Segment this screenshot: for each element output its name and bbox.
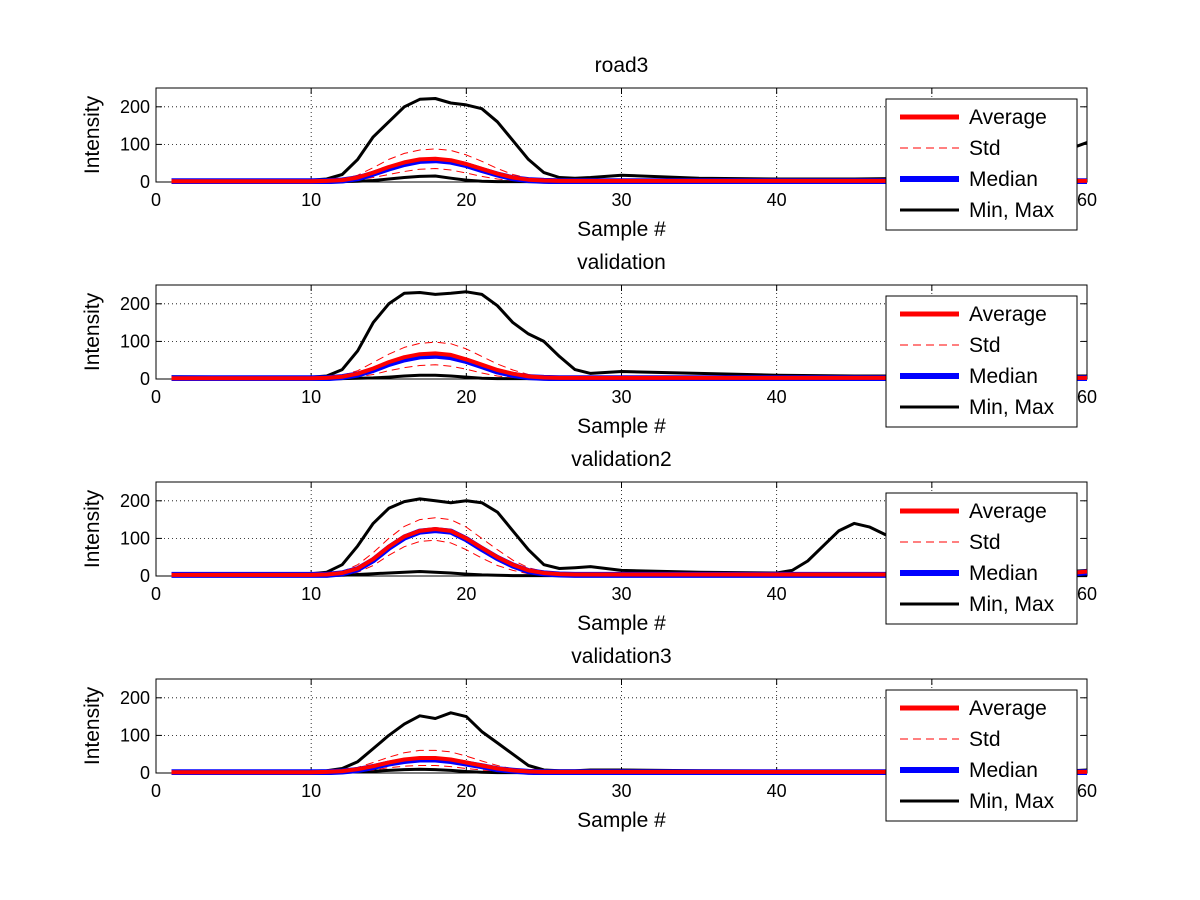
subplot-title: validation2 — [571, 448, 671, 471]
legend-label: Min, Max — [969, 396, 1055, 419]
legend-label: Median — [969, 562, 1038, 585]
x-tick-label: 0 — [151, 584, 161, 604]
legend-box — [885, 689, 1078, 822]
legend-box — [885, 295, 1078, 428]
x-tick-label: 60 — [1077, 190, 1097, 210]
x-tick-label: 20 — [456, 584, 476, 604]
x-axis-label: Sample # — [577, 218, 666, 241]
subplot-3: 0 10 20 30 40 60 0 100 200 validation2 Sample # Int… — [81, 448, 1097, 635]
legend-label: Std — [969, 137, 1001, 160]
legend: Average Std Median Min, Max — [885, 98, 1078, 231]
average-line — [171, 156, 1087, 184]
x-tick-label: 10 — [301, 190, 321, 210]
x-tick-label: 20 — [456, 781, 476, 801]
legend-label: Average — [969, 697, 1047, 720]
x-axis-label: Sample # — [577, 809, 666, 832]
y-tick-label: 100 — [120, 528, 150, 548]
x-tick-label: 60 — [1077, 781, 1097, 801]
y-tick-label: 200 — [120, 491, 150, 511]
x-tick-label: 20 — [456, 190, 476, 210]
x-tick-label: 40 — [767, 781, 787, 801]
average-line — [171, 756, 1087, 775]
x-tick-label: 10 — [301, 387, 321, 407]
y-tick-label: 200 — [120, 688, 150, 708]
y-tick-label: 100 — [120, 134, 150, 154]
legend-label: Average — [969, 303, 1047, 326]
y-tick-label: 0 — [140, 566, 150, 586]
std-lower-line — [171, 364, 1087, 380]
y-axis-label: Intensity — [81, 292, 104, 371]
x-axis-label: Sample # — [577, 415, 666, 438]
x-tick-label: 40 — [767, 190, 787, 210]
std-lower-line — [171, 168, 1087, 183]
legend-label: Std — [969, 334, 1001, 357]
legend: Average Std Median Min, Max — [885, 492, 1078, 625]
legend-label: Std — [969, 531, 1001, 554]
x-tick-label: 40 — [767, 584, 787, 604]
x-tick-label: 0 — [151, 387, 161, 407]
y-tick-label: 0 — [140, 369, 150, 389]
x-tick-label: 10 — [301, 781, 321, 801]
y-axis-label: Intensity — [81, 95, 104, 174]
x-tick-label: 10 — [301, 584, 321, 604]
legend: Average Std Median Min, Max — [885, 689, 1078, 822]
legend: Average Std Median Min, Max — [885, 295, 1078, 428]
x-tick-label: 0 — [151, 781, 161, 801]
max-line — [171, 497, 1087, 576]
legend-label: Median — [969, 365, 1038, 388]
legend-label: Min, Max — [969, 593, 1055, 616]
legend-label: Min, Max — [969, 790, 1055, 813]
y-axis-label: Intensity — [81, 686, 104, 765]
x-tick-label: 60 — [1077, 584, 1097, 604]
y-tick-label: 200 — [120, 97, 150, 117]
y-tick-label: 0 — [140, 763, 150, 783]
subplot-title: validation3 — [571, 645, 671, 668]
y-tick-label: 0 — [140, 172, 150, 192]
legend-label: Median — [969, 168, 1038, 191]
legend-label: Average — [969, 500, 1047, 523]
subplot-2: 0 10 20 30 40 60 0 100 200 validation Sample # Inte… — [81, 251, 1097, 438]
subplot-title: road3 — [595, 54, 649, 77]
legend-label: Std — [969, 728, 1001, 751]
x-tick-label: 30 — [611, 190, 631, 210]
y-axis-label: Intensity — [81, 489, 104, 568]
y-tick-label: 100 — [120, 725, 150, 745]
y-tick-label: 100 — [120, 331, 150, 351]
subplot-title: validation — [577, 251, 666, 274]
average-line — [171, 527, 1087, 577]
legend-box — [885, 492, 1078, 625]
x-tick-label: 60 — [1077, 387, 1097, 407]
x-tick-label: 30 — [611, 781, 631, 801]
x-tick-label: 30 — [611, 387, 631, 407]
average-line — [171, 351, 1087, 381]
y-tick-label: 200 — [120, 294, 150, 314]
subplot-4: 0 10 20 30 40 60 0 100 200 validation3 Sample # Int… — [81, 645, 1097, 832]
subplot-1: 0 10 20 30 40 60 0 100 200 road3 Sample # Intensity… — [81, 54, 1097, 241]
legend-box — [885, 98, 1078, 231]
x-tick-label: 20 — [456, 387, 476, 407]
legend-label: Min, Max — [969, 199, 1055, 222]
x-tick-label: 0 — [151, 190, 161, 210]
x-tick-label: 30 — [611, 584, 631, 604]
std-upper-line — [171, 749, 1087, 773]
legend-label: Average — [969, 106, 1047, 129]
x-tick-label: 40 — [767, 387, 787, 407]
x-axis-label: Sample # — [577, 612, 666, 635]
legend-label: Median — [969, 759, 1038, 782]
